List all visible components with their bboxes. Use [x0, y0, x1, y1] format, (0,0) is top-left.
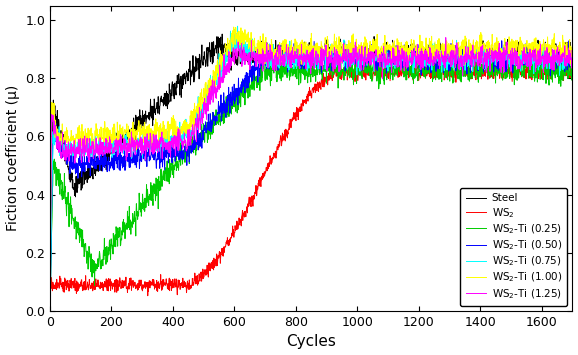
- WS$_2$-Ti (0.25): [569, 70, 576, 74]
- WS$_2$-Ti (1.25): [569, 51, 576, 55]
- WS$_2$-Ti (1.25): [442, 36, 449, 40]
- Line: WS$_2$-Ti (1.25): WS$_2$-Ti (1.25): [50, 38, 572, 304]
- Y-axis label: Fiction coefficient (μ): Fiction coefficient (μ): [6, 85, 20, 231]
- WS$_2$: [569, 70, 576, 74]
- WS$_2$-Ti (0.50): [290, 53, 297, 58]
- WS$_2$-Ti (0.50): [464, 50, 471, 55]
- WS$_2$-Ti (0.75): [143, 131, 150, 135]
- WS$_2$-Ti (1.00): [290, 53, 297, 58]
- WS$_2$-Ti (0.50): [134, 155, 140, 159]
- WS$_2$-Ti (0.50): [569, 52, 576, 56]
- WS$_2$-Ti (1.25): [290, 53, 297, 58]
- WS$_2$-Ti (0.75): [569, 61, 576, 65]
- Steel: [134, 115, 140, 119]
- WS$_2$: [134, 286, 140, 290]
- WS$_2$-Ti (0.25): [46, 309, 53, 313]
- Line: WS$_2$-Ti (1.00): WS$_2$-Ti (1.00): [50, 27, 572, 299]
- WS$_2$-Ti (0.50): [319, 55, 326, 59]
- X-axis label: Cycles: Cycles: [286, 334, 336, 349]
- WS$_2$-Ti (1.00): [230, 25, 237, 29]
- WS$_2$: [483, 57, 490, 61]
- Line: Steel: Steel: [50, 34, 572, 301]
- WS$_2$-Ti (1.00): [465, 46, 472, 50]
- Line: WS$_2$-Ti (0.75): WS$_2$-Ti (0.75): [50, 26, 572, 311]
- WS$_2$-Ti (0.75): [290, 67, 297, 71]
- WS$_2$-Ti (1.00): [134, 128, 140, 132]
- WS$_2$-Ti (0.25): [319, 77, 326, 81]
- WS$_2$-Ti (0.25): [143, 197, 150, 201]
- WS$_2$-Ti (0.75): [342, 55, 349, 59]
- WS$_2$-Ti (0.75): [319, 55, 326, 60]
- Line: WS$_2$: WS$_2$: [50, 59, 572, 296]
- WS$_2$-Ti (0.50): [143, 148, 150, 152]
- Steel: [465, 51, 472, 56]
- WS$_2$-Ti (0.25): [134, 214, 140, 218]
- Line: WS$_2$-Ti (0.50): WS$_2$-Ti (0.50): [50, 41, 572, 310]
- WS$_2$-Ti (1.25): [143, 141, 150, 145]
- WS$_2$: [143, 280, 150, 285]
- WS$_2$: [342, 64, 349, 68]
- WS$_2$-Ti (1.00): [342, 43, 349, 48]
- Line: WS$_2$-Ti (0.25): WS$_2$-Ti (0.25): [50, 50, 572, 311]
- WS$_2$-Ti (0.50): [46, 307, 53, 312]
- WS$_2$-Ti (1.00): [46, 297, 53, 301]
- WS$_2$-Ti (1.00): [319, 52, 326, 56]
- WS$_2$-Ti (0.25): [464, 71, 471, 75]
- WS$_2$-Ti (0.25): [290, 72, 297, 76]
- Steel: [342, 51, 349, 55]
- WS$_2$-Ti (1.25): [465, 45, 472, 49]
- WS$_2$: [144, 294, 151, 298]
- Steel: [46, 299, 53, 303]
- WS$_2$-Ti (0.75): [234, 24, 241, 28]
- Legend: Steel, WS$_2$, WS$_2$-Ti (0.25), WS$_2$-Ti (0.50), WS$_2$-Ti (0.75), WS$_2$-Ti (: Steel, WS$_2$, WS$_2$-Ti (0.25), WS$_2$-…: [461, 188, 567, 306]
- WS$_2$: [46, 288, 53, 293]
- WS$_2$-Ti (0.75): [465, 51, 472, 55]
- WS$_2$: [465, 72, 472, 76]
- WS$_2$-Ti (0.25): [342, 61, 349, 65]
- Steel: [319, 56, 326, 60]
- WS$_2$-Ti (0.50): [342, 60, 349, 65]
- WS$_2$: [290, 111, 297, 116]
- WS$_2$-Ti (1.25): [46, 301, 53, 306]
- WS$_2$-Ti (0.50): [566, 39, 573, 43]
- Steel: [218, 32, 225, 36]
- WS$_2$-Ti (1.25): [342, 55, 349, 59]
- WS$_2$: [319, 75, 326, 80]
- WS$_2$-Ti (1.25): [319, 52, 326, 56]
- Steel: [143, 119, 150, 123]
- WS$_2$-Ti (1.00): [569, 43, 576, 47]
- WS$_2$-Ti (0.75): [46, 309, 53, 313]
- Steel: [569, 49, 576, 54]
- WS$_2$-Ti (1.25): [134, 137, 140, 142]
- WS$_2$-Ti (0.75): [134, 136, 140, 140]
- WS$_2$-Ti (0.25): [510, 48, 517, 53]
- WS$_2$-Ti (1.00): [143, 134, 150, 138]
- Steel: [290, 45, 297, 49]
